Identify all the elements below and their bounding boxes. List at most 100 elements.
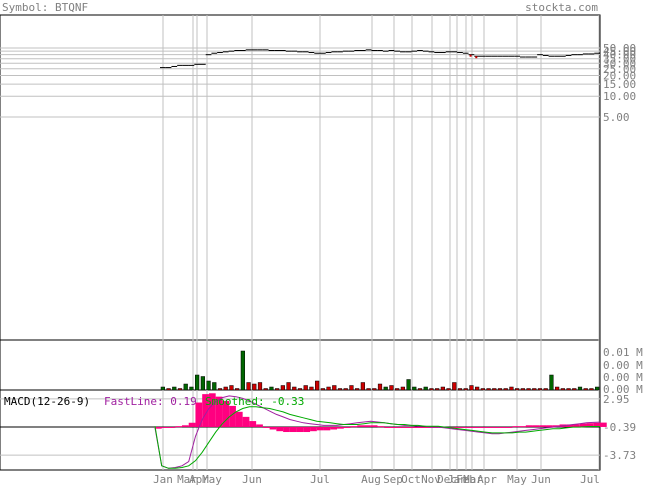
volume-bar-29 xyxy=(326,386,331,391)
volume-bar-72 xyxy=(572,388,577,391)
price-series xyxy=(160,49,600,69)
macd-hist-bar-21 xyxy=(296,426,304,433)
macd-hist-bar-58 xyxy=(546,425,553,427)
macd-fastline xyxy=(154,395,601,469)
x-label-4: Jun xyxy=(242,473,262,486)
macd-hist-bar-36 xyxy=(397,426,405,428)
macd-y-tick-0: 2.95 xyxy=(603,393,630,406)
price-y-tick-5: 25.00 xyxy=(603,63,636,76)
x-label-7: Sep xyxy=(383,473,403,486)
volume-bar-30 xyxy=(332,385,337,391)
volume-bar-36 xyxy=(366,388,371,391)
volume-bars xyxy=(160,350,600,391)
price-grid xyxy=(0,15,600,340)
x-label-5: Jul xyxy=(310,473,330,486)
macd-hist-bar-62 xyxy=(573,424,580,427)
volume-bar-49 xyxy=(440,386,445,391)
macd-hist-bar-11 xyxy=(229,405,236,427)
volume-bar-23 xyxy=(292,386,297,391)
macd-hist-bar-8 xyxy=(208,393,216,427)
volume-bar-15 xyxy=(246,382,251,391)
volume-bar-9 xyxy=(212,382,217,391)
volume-bar-5 xyxy=(189,386,194,391)
macd-hist-bar-27 xyxy=(337,426,344,429)
macd-hist-bar-13 xyxy=(242,416,250,427)
price-down-mark-55 xyxy=(475,56,478,59)
macd-hist-bar-35 xyxy=(390,426,398,428)
volume-y-tick-1: 0.00 M xyxy=(603,359,643,372)
volume-bar-61 xyxy=(509,386,514,391)
volume-bar-54 xyxy=(469,385,474,391)
macd-hist-bar-46 xyxy=(465,426,472,428)
macd-smoothed-label: Smoothed: -0.33 xyxy=(205,395,304,408)
volume-bar-60 xyxy=(503,388,508,391)
volume-bar-63 xyxy=(520,388,525,391)
volume-bar-47 xyxy=(429,388,434,391)
macd-hist-bar-20 xyxy=(289,426,297,433)
volume-bar-69 xyxy=(555,386,560,391)
volume-bar-10 xyxy=(217,388,223,391)
volume-bar-62 xyxy=(515,388,520,391)
macd-hist-bar-66 xyxy=(600,422,607,427)
volume-bar-34 xyxy=(355,388,360,391)
macd-hist-bar-14 xyxy=(249,421,257,427)
volume-bar-2 xyxy=(172,386,177,391)
volume-bar-0 xyxy=(160,386,165,391)
volume-bar-32 xyxy=(343,388,348,391)
volume-bar-50 xyxy=(446,388,451,391)
macd-hist-bar-15 xyxy=(256,424,263,427)
macd-hist-bar-18 xyxy=(276,426,284,432)
volume-bar-66 xyxy=(537,388,543,391)
volume-bar-4 xyxy=(183,383,188,391)
macd-hist-bar-54 xyxy=(519,426,526,428)
volume-bar-71 xyxy=(566,388,571,391)
volume-bar-68 xyxy=(549,374,554,391)
price-y-tick-1: 45.00 xyxy=(603,45,636,58)
x-label-10: Dec xyxy=(437,473,457,486)
volume-bar-33 xyxy=(349,385,354,391)
volume-bar-51 xyxy=(452,382,457,391)
macd-hist-bar-57 xyxy=(539,425,547,427)
volume-bar-18 xyxy=(263,388,268,391)
macd-hist-bar-6 xyxy=(195,402,203,427)
macd-hist-bar-40 xyxy=(424,426,432,428)
volume-panel-frame xyxy=(0,339,601,391)
macd-hist-bar-56 xyxy=(532,425,540,427)
price-down-mark-54 xyxy=(469,54,472,57)
macd-fastline-label: FastLine: 0.19 xyxy=(104,395,197,408)
macd-hist-bar-1 xyxy=(161,426,169,428)
macd-hist-bar-29 xyxy=(350,426,358,428)
volume-bar-75 xyxy=(589,388,594,391)
macd-hist-bar-55 xyxy=(525,425,533,427)
macd-y-axis: 2.95 -0.39 -3.73 xyxy=(603,393,636,462)
macd-hist-bar-53 xyxy=(512,426,520,428)
x-label-14: Apr xyxy=(477,473,497,486)
volume-bar-45 xyxy=(417,388,423,391)
x-label-1: Mar xyxy=(177,473,197,486)
volume-bar-65 xyxy=(532,388,537,391)
volume-bar-31 xyxy=(337,388,343,391)
price-y-tick-4: 30.00 xyxy=(603,57,636,70)
x-label-3: May xyxy=(202,473,222,486)
macd-hist-bar-31 xyxy=(364,425,371,427)
macd-hist-bar-59 xyxy=(552,425,560,427)
macd-hist-bar-37 xyxy=(404,426,412,428)
macd-hist-bar-23 xyxy=(310,426,317,432)
macd-hist-bar-61 xyxy=(566,424,574,427)
macd-hist-bar-63 xyxy=(579,423,587,427)
x-label-15: May xyxy=(507,473,527,486)
volume-bar-70 xyxy=(560,388,565,391)
volume-bar-20 xyxy=(275,388,280,391)
macd-y-tick-2: -3.73 xyxy=(603,449,636,462)
volume-bar-37 xyxy=(372,388,377,391)
volume-y-tick-0: 0.01 M xyxy=(603,346,643,359)
volume-bar-55 xyxy=(475,386,480,391)
macd-hist-bar-51 xyxy=(498,426,506,428)
macd-hist-bar-12 xyxy=(235,411,243,427)
volume-bar-41 xyxy=(395,388,400,391)
volume-bar-46 xyxy=(423,386,428,391)
x-label-6: Aug xyxy=(361,473,381,486)
macd-hist-bar-65 xyxy=(593,422,600,427)
macd-hist-bar-48 xyxy=(478,426,486,428)
